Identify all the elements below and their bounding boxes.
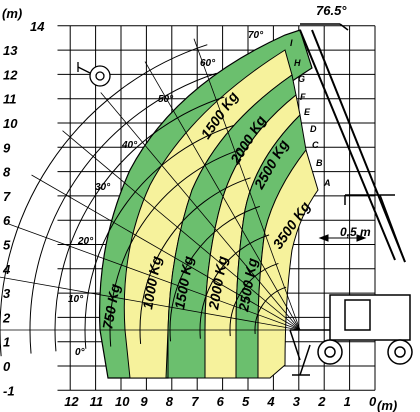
y-tick-label: 13 bbox=[3, 43, 18, 58]
extension-arc bbox=[139, 177, 251, 344]
y-tick-label: 11 bbox=[3, 92, 17, 107]
boom-angle-label: 0° bbox=[75, 347, 86, 358]
angle-ray bbox=[100, 92, 301, 331]
extension-arc bbox=[229, 262, 279, 337]
y-tick-label: 7 bbox=[3, 189, 11, 204]
extension-letter: F bbox=[300, 92, 306, 102]
x-tick-label: 4 bbox=[266, 394, 275, 409]
x-tick-label: 8 bbox=[166, 394, 174, 409]
angle-ray bbox=[144, 61, 301, 331]
angle-ray bbox=[62, 130, 301, 331]
boom-angle-rays bbox=[0, 38, 301, 331]
extension-arc bbox=[84, 125, 234, 349]
y-tick-label: 5 bbox=[3, 238, 11, 253]
y-tick-label: 10 bbox=[3, 116, 18, 131]
load-zones bbox=[99, 29, 319, 379]
extension-letter: E bbox=[304, 107, 311, 117]
x-tick-label: 10 bbox=[115, 394, 130, 409]
extension-arc bbox=[169, 205, 260, 342]
offset-dimension-marker bbox=[318, 234, 367, 242]
x-tick-label: 3 bbox=[293, 394, 301, 409]
stabilizer-wheel-icon bbox=[77, 62, 111, 87]
y-tick-label: 1 bbox=[3, 335, 10, 350]
x-tick-label: 12 bbox=[64, 394, 79, 409]
x-tick-label: 9 bbox=[140, 394, 148, 409]
offset-dimension-label: 0,5 m bbox=[340, 225, 371, 239]
x-tick-label: 7 bbox=[191, 394, 199, 409]
y-tick-label: 2 bbox=[2, 310, 11, 325]
extension-arc bbox=[0, 44, 208, 357]
boom-angle-label: 10° bbox=[68, 294, 84, 305]
extension-arcs bbox=[0, 44, 287, 357]
boom-angle-label: 20° bbox=[77, 236, 94, 247]
telehandler-machine-icon bbox=[289, 23, 413, 376]
y-tick-label: -1 bbox=[3, 383, 15, 398]
y-tick-label: 12 bbox=[3, 67, 18, 82]
boom-angle-label: 60° bbox=[200, 58, 216, 69]
x-tick-label: 5 bbox=[242, 394, 250, 409]
extension-arc bbox=[254, 286, 287, 334]
angle-ray bbox=[193, 38, 301, 331]
y-tick-label: 4 bbox=[2, 262, 11, 277]
extension-letter: A bbox=[323, 178, 331, 188]
load-zone-label: 750 Kg bbox=[99, 282, 123, 330]
boom-angle-label: 50° bbox=[158, 94, 174, 105]
extension-letter: G bbox=[298, 74, 305, 84]
x-tick-label: 1 bbox=[344, 394, 351, 409]
boom-angle-label: 30° bbox=[95, 182, 111, 193]
y-tick-label: 0 bbox=[3, 359, 11, 374]
y-tick-label: 8 bbox=[3, 165, 11, 180]
x-tick-label: 11 bbox=[90, 394, 104, 409]
y-tick-label: 14 bbox=[30, 19, 45, 34]
extension-arc bbox=[54, 96, 225, 352]
angle-ray bbox=[8, 223, 301, 331]
zone-3500kg bbox=[257, 148, 319, 379]
x-tick-label: 6 bbox=[217, 394, 225, 409]
x-tick-label: 0 bbox=[369, 394, 377, 409]
angle-ray bbox=[0, 276, 301, 331]
extension-arc bbox=[199, 234, 270, 339]
y-unit-label: (m) bbox=[2, 6, 22, 21]
extension-letter: I bbox=[290, 38, 293, 48]
y-tick-label: 9 bbox=[3, 140, 11, 155]
extension-letter: H bbox=[294, 58, 301, 68]
y-tick-label: 6 bbox=[3, 213, 11, 228]
x-unit-label: (m) bbox=[377, 398, 397, 412]
y-tick-label: 3 bbox=[3, 286, 11, 301]
x-tick-label: 2 bbox=[317, 394, 326, 409]
angle-ray bbox=[31, 174, 301, 331]
extension-arc bbox=[29, 72, 217, 354]
extension-letter: C bbox=[312, 140, 319, 150]
extension-letter: D bbox=[310, 124, 317, 134]
max-angle-label: 76.5° bbox=[316, 3, 347, 18]
boom-angle-label: 70° bbox=[248, 30, 264, 41]
extension-arc bbox=[109, 148, 242, 347]
boom-angle-label: 40° bbox=[121, 140, 138, 151]
extension-letter: B bbox=[316, 158, 323, 168]
